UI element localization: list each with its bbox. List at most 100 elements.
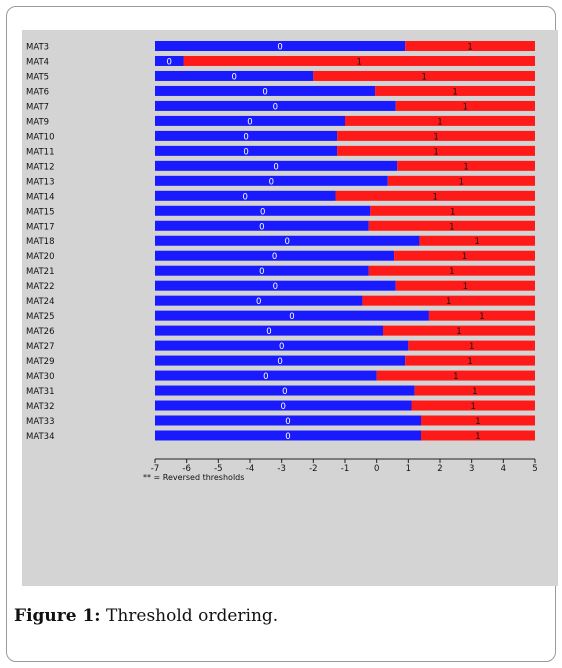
category-label: MAT18 bbox=[26, 237, 55, 247]
category-label: MAT32 bbox=[26, 402, 55, 412]
bar-label-0: 0 bbox=[269, 177, 274, 187]
bar-label-1: 1 bbox=[475, 417, 480, 427]
bar-segment-1 bbox=[405, 355, 535, 366]
bar-segment-1 bbox=[337, 145, 535, 156]
bar-label-1: 1 bbox=[459, 177, 464, 187]
bar-label-1: 1 bbox=[474, 237, 479, 247]
bar-label-1: 1 bbox=[357, 57, 362, 67]
bar-label-1: 1 bbox=[463, 102, 468, 112]
bar-segment-0 bbox=[155, 205, 371, 216]
bar-segment-1 bbox=[313, 70, 535, 81]
category-label: MAT13 bbox=[26, 177, 55, 187]
bar-segment-0 bbox=[155, 250, 395, 261]
bar-segment-1 bbox=[395, 280, 535, 291]
category-label: MAT5 bbox=[26, 72, 49, 82]
bar-segment-0 bbox=[155, 265, 369, 276]
bar-label-0: 0 bbox=[263, 372, 268, 382]
bar-label-0: 0 bbox=[284, 237, 289, 247]
category-label: MAT6 bbox=[26, 87, 49, 97]
category-label: MAT22 bbox=[26, 282, 55, 292]
bar-label-0: 0 bbox=[289, 312, 294, 322]
bar-segment-0 bbox=[155, 160, 398, 171]
caption-text: Threshold ordering. bbox=[100, 606, 279, 626]
bar-label-1: 1 bbox=[433, 132, 438, 142]
bar-label-0: 0 bbox=[273, 162, 278, 172]
bar-label-0: 0 bbox=[231, 72, 236, 82]
bar-segment-0 bbox=[155, 190, 336, 201]
bar-label-1: 1 bbox=[471, 402, 476, 412]
bar-segment-1 bbox=[345, 115, 535, 126]
bar-segment-1 bbox=[368, 220, 535, 231]
bar-segment-1 bbox=[383, 325, 535, 336]
bar-segment-1 bbox=[368, 265, 535, 276]
bar-segment-0 bbox=[155, 145, 338, 156]
bar-segment-1 bbox=[394, 250, 535, 261]
bar-label-0: 0 bbox=[277, 43, 282, 53]
bar-label-0: 0 bbox=[281, 402, 286, 412]
x-tick-label: -1 bbox=[341, 464, 349, 474]
bar-segment-0 bbox=[155, 355, 406, 366]
bar-segment-1 bbox=[387, 175, 535, 186]
category-label: MAT15 bbox=[26, 207, 55, 217]
category-label: MAT10 bbox=[26, 132, 55, 142]
bar-label-0: 0 bbox=[260, 207, 265, 217]
bar-segment-0 bbox=[155, 85, 376, 96]
category-label: MAT33 bbox=[26, 417, 55, 427]
bar-label-1: 1 bbox=[446, 297, 451, 307]
bar-segment-1 bbox=[397, 160, 535, 171]
category-label: MAT12 bbox=[26, 162, 55, 172]
bar-segment-1 bbox=[414, 385, 535, 396]
bar-label-1: 1 bbox=[479, 312, 484, 322]
bar-label-0: 0 bbox=[266, 327, 271, 337]
bar-segment-0 bbox=[155, 130, 338, 141]
bar-label-0: 0 bbox=[167, 57, 172, 67]
category-label: MAT25 bbox=[26, 312, 55, 322]
bar-segment-1 bbox=[362, 295, 535, 306]
caption-lead: Figure 1: bbox=[14, 606, 101, 626]
bar-segment-0 bbox=[155, 325, 383, 336]
bar-label-1: 1 bbox=[449, 222, 454, 232]
bar-label-1: 1 bbox=[452, 87, 457, 97]
bar-segment-1 bbox=[370, 205, 535, 216]
bar-segment-1 bbox=[419, 235, 535, 246]
bar-segment-1 bbox=[395, 100, 535, 111]
bar-label-1: 1 bbox=[467, 43, 472, 53]
x-tick-label: 2 bbox=[437, 464, 442, 474]
category-label: MAT9 bbox=[26, 117, 49, 127]
x-tick-label: -7 bbox=[151, 464, 159, 474]
bar-segment-0 bbox=[155, 115, 345, 126]
bar-label-1: 1 bbox=[475, 432, 480, 442]
bar-segment-0 bbox=[155, 220, 369, 231]
x-tick-label: 3 bbox=[469, 464, 474, 474]
x-tick-label: 1 bbox=[406, 464, 411, 474]
category-label: MAT26 bbox=[26, 327, 55, 337]
x-tick-label: -5 bbox=[214, 464, 222, 474]
bar-segment-0 bbox=[155, 70, 314, 81]
bar-label-0: 0 bbox=[243, 132, 248, 142]
category-label: MAT24 bbox=[26, 297, 55, 307]
bar-label-0: 0 bbox=[247, 117, 252, 127]
bar-label-1: 1 bbox=[456, 327, 461, 337]
bar-label-1: 1 bbox=[433, 147, 438, 157]
category-label: MAT7 bbox=[26, 102, 49, 112]
category-label: MAT30 bbox=[26, 372, 55, 382]
category-label: MAT14 bbox=[26, 192, 55, 202]
bar-segment-0 bbox=[155, 235, 420, 246]
bar-label-0: 0 bbox=[262, 87, 267, 97]
x-tick-label: -2 bbox=[309, 464, 317, 474]
bar-segment-0 bbox=[155, 55, 184, 66]
bar-segment-0 bbox=[155, 280, 396, 291]
bar-segment-0 bbox=[155, 415, 421, 426]
bar-segment-1 bbox=[428, 310, 535, 321]
category-label: MAT29 bbox=[26, 357, 55, 367]
bar-segment-1 bbox=[408, 340, 535, 351]
bar-label-1: 1 bbox=[421, 72, 426, 82]
category-label: MAT17 bbox=[26, 222, 55, 232]
bar-label-1: 1 bbox=[469, 342, 474, 352]
bar-segment-1 bbox=[183, 55, 535, 66]
bar-label-1: 1 bbox=[462, 252, 467, 262]
bar-label-1: 1 bbox=[453, 372, 458, 382]
category-label: MAT3 bbox=[26, 43, 49, 53]
bar-label-1: 1 bbox=[463, 282, 468, 292]
